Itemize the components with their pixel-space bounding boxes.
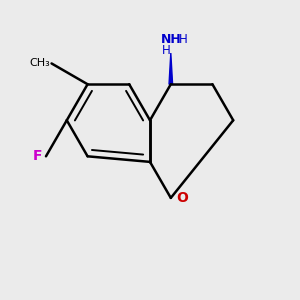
Text: CH₃: CH₃	[29, 58, 50, 68]
Text: O: O	[176, 191, 188, 205]
Text: H: H	[162, 44, 171, 57]
Text: F: F	[33, 149, 42, 163]
Text: H: H	[179, 33, 188, 46]
Text: NH: NH	[160, 33, 181, 46]
Polygon shape	[169, 53, 172, 84]
